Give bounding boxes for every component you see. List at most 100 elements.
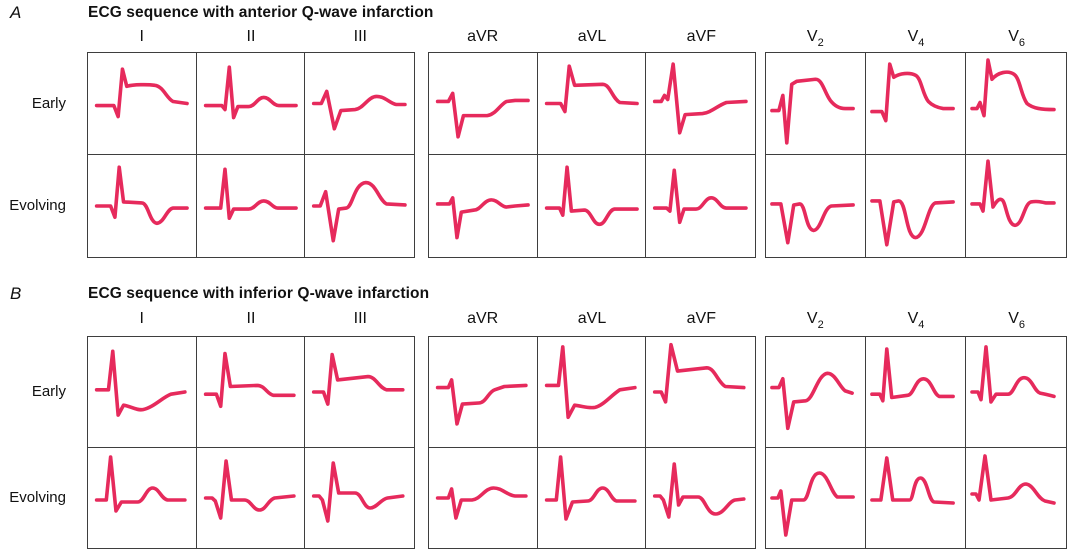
ecg-trace-canvas [966,155,1066,257]
ecg-trace-canvas [966,448,1066,548]
ecg-waveform [772,204,853,243]
ecg-cell [196,53,306,155]
ecg-trace-canvas [538,53,646,154]
ecg-cell [305,155,414,257]
lead-label: V [907,310,919,327]
ecg-cell [197,155,306,257]
ecg-cell [966,53,1066,155]
ecg-cell [866,448,966,548]
lead-label: aVR [467,310,499,327]
ecg-trace-canvas [429,53,537,154]
ecg-waveform [872,201,953,245]
ecg-waveform [772,373,852,428]
ecg-cell [766,155,866,257]
ecg-waveform [972,161,1054,225]
lead-header: I [87,308,196,332]
lead-label: V [806,28,818,45]
panel-title: ECG sequence with anterior Q-wave infarc… [88,4,434,21]
ecg-trace-canvas [538,337,646,447]
ecg-trace-canvas [88,53,196,154]
lead-label: V [907,28,919,45]
lead-label: aVF [686,28,716,45]
panel-label: B [10,284,22,303]
ecg-waveform [546,457,634,519]
ecg-cell [966,337,1066,448]
ecg-trace-canvas [88,155,196,257]
lead-header: I [87,26,196,48]
lead-label: V [806,310,818,327]
lead-label-subscript: 4 [918,37,925,50]
ecg-waveform [546,347,634,417]
lead-label-subscript: 2 [817,319,824,332]
ecg-trace-canvas [197,155,305,257]
ecg-cell [88,337,197,448]
panel-label: A [10,3,22,22]
ecg-cell [766,337,866,448]
ecg-waveform [438,93,528,136]
ecg-cell [88,53,197,155]
ecg-trace-canvas [197,448,305,548]
ecg-trace-canvas [305,337,414,447]
ecg-cell [646,337,755,448]
ecg-trace-canvas [866,155,965,257]
lead-header: aVL [537,308,646,332]
lead-header: V4 [866,26,967,50]
lead-label-subscript: 2 [817,37,824,50]
ecg-cell [646,53,755,155]
lead-label: III [353,28,367,45]
ecg-cell [88,155,197,257]
ecg-waveform [972,347,1054,402]
ecg-waveform [314,183,405,241]
ecg-trace-canvas [966,337,1066,447]
lead-label: II [246,28,256,45]
lead-label: aVL [577,310,607,327]
ecg-trace-canvas [646,337,755,447]
lead-label-subscript: 4 [918,319,925,332]
lead-grid [87,336,415,549]
lead-label-subscript: 6 [1018,319,1026,332]
ecg-waveform [314,463,403,521]
lead-header: III [306,26,415,48]
ecg-cell [537,337,647,448]
ecg-cell [966,155,1066,257]
ecg-cell [305,448,414,548]
lead-grid [428,336,756,549]
lead-header: aVF [647,308,756,332]
row-label: Early [31,94,66,112]
ecg-trace-canvas [429,337,537,447]
ecg-cell [866,53,966,155]
ecg-trace-canvas [766,448,865,548]
ecg-trace-canvas [766,155,865,257]
ecg-waveform [438,380,526,424]
ecg-waveform [872,349,953,401]
ecg-cell [429,448,538,548]
lead-header: II [196,308,305,332]
ecg-waveform [872,64,953,121]
ecg-trace-canvas [646,53,755,154]
ecg-waveform [972,456,1054,503]
ecg-cell [196,337,306,448]
ecg-trace-canvas [429,155,537,257]
ecg-cell [88,448,197,548]
lead-label: V [1008,310,1019,327]
lead-header: V2 [765,308,866,332]
ecg-trace-canvas [866,53,965,154]
lead-header: III [306,308,415,332]
ecg-cell [866,155,966,257]
ecg-cell [305,53,414,155]
ecg-trace-canvas [197,337,305,447]
lead-label: III [353,310,367,327]
ecg-trace-canvas [766,53,865,154]
ecg-waveform [205,461,293,518]
lead-grid [765,52,1067,258]
ecg-cell [646,155,755,257]
ecg-waveform [655,464,744,517]
ecg-waveform [97,69,187,116]
ecg-waveform [655,345,744,402]
ecg-waveform [772,473,853,535]
lead-label: I [139,310,144,327]
ecg-trace-canvas [305,53,414,154]
ecg-waveform [655,170,746,222]
ecg-waveform [205,169,295,218]
ecg-trace-canvas [429,448,537,548]
